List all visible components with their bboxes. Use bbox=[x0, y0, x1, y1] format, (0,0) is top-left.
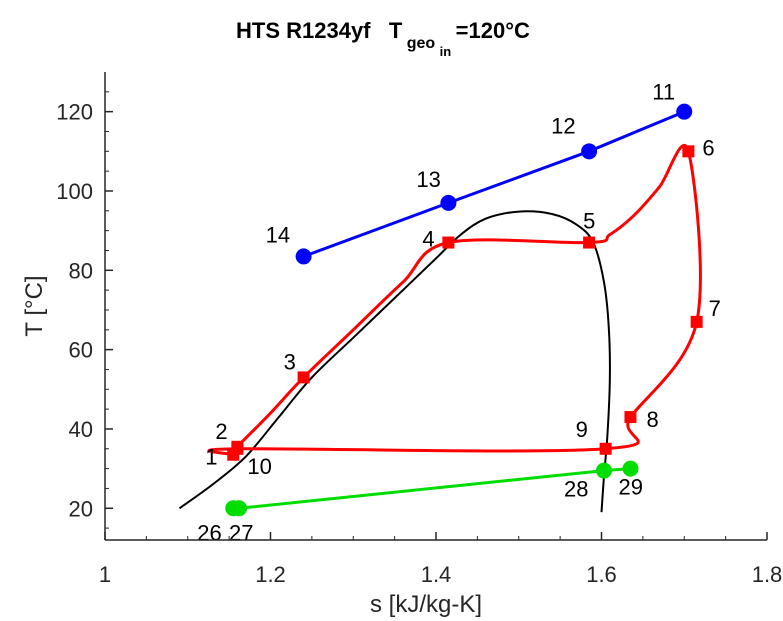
heat-source-line bbox=[303, 110, 685, 258]
point-label-26: 26 bbox=[197, 520, 221, 545]
cycle-point-8 bbox=[624, 411, 637, 424]
x-tick-label: 1 bbox=[99, 562, 111, 587]
cycle-point-4 bbox=[442, 236, 455, 249]
y-tick-label: 100 bbox=[56, 179, 93, 204]
x-tick-label: 1.4 bbox=[421, 562, 452, 587]
point-label-29: 29 bbox=[618, 475, 642, 500]
point-label-1: 1 bbox=[205, 445, 217, 470]
chart-title-value: =120°C bbox=[456, 18, 530, 43]
point-label-4: 4 bbox=[422, 227, 434, 252]
x-axis-label: s [kJ/kg-K] bbox=[370, 591, 482, 618]
point-label-6: 6 bbox=[702, 135, 714, 160]
chart-title: HTS R1234yf T geo in =120°C bbox=[236, 18, 530, 60]
heat-sink-point-28 bbox=[595, 462, 612, 479]
heat-source-point-13 bbox=[440, 194, 457, 211]
point-label-28: 28 bbox=[564, 477, 588, 502]
y-tick-label: 60 bbox=[69, 338, 93, 363]
point-label-7: 7 bbox=[709, 296, 721, 321]
saturation-dome-curve bbox=[178, 210, 611, 513]
cycle-point-10 bbox=[231, 442, 244, 455]
cycle-point-7 bbox=[690, 315, 703, 328]
cycle-point-6 bbox=[682, 145, 695, 158]
y-axis-label: T [°C] bbox=[21, 275, 48, 336]
point-label-3: 3 bbox=[284, 349, 296, 374]
cycle-point-5 bbox=[583, 236, 596, 249]
x-tick-label: 1.8 bbox=[752, 562, 783, 587]
axes: 1 1.2 1.4 1.6 1.8 20 40 60 80 100 120 bbox=[56, 72, 782, 587]
point-label-9: 9 bbox=[576, 417, 588, 442]
point-label-27: 27 bbox=[229, 520, 253, 545]
y-tick-label: 80 bbox=[69, 258, 93, 283]
chart-title-sub: geo bbox=[407, 35, 436, 52]
point-label-5: 5 bbox=[583, 209, 595, 234]
y-tick-label: 40 bbox=[69, 417, 93, 442]
chart-title-main: HTS R1234yf T bbox=[236, 18, 403, 43]
chart-title-subsub: in bbox=[440, 44, 452, 59]
heat-sink-point-29 bbox=[622, 460, 639, 477]
point-label-2: 2 bbox=[215, 419, 227, 444]
heat-source-point-11 bbox=[676, 103, 693, 120]
x-tick-label: 1.6 bbox=[586, 562, 617, 587]
heat-source-point-14 bbox=[295, 248, 312, 265]
point-label-11: 11 bbox=[652, 80, 675, 105]
point-label-10: 10 bbox=[247, 454, 271, 479]
cycle-point-3 bbox=[297, 371, 310, 384]
heat-source-point-12 bbox=[581, 143, 598, 160]
y-tick-label: 20 bbox=[69, 496, 93, 521]
point-label-8: 8 bbox=[646, 407, 658, 432]
point-label-14: 14 bbox=[266, 222, 290, 247]
point-label-12: 12 bbox=[551, 113, 575, 138]
point-label-13: 13 bbox=[416, 167, 440, 192]
cycle-line bbox=[207, 143, 702, 457]
x-tick-label: 1.2 bbox=[255, 562, 286, 587]
y-tick-label: 120 bbox=[56, 100, 93, 125]
heat-sink-point-27 bbox=[231, 500, 248, 517]
cycle-point-9 bbox=[599, 442, 612, 455]
